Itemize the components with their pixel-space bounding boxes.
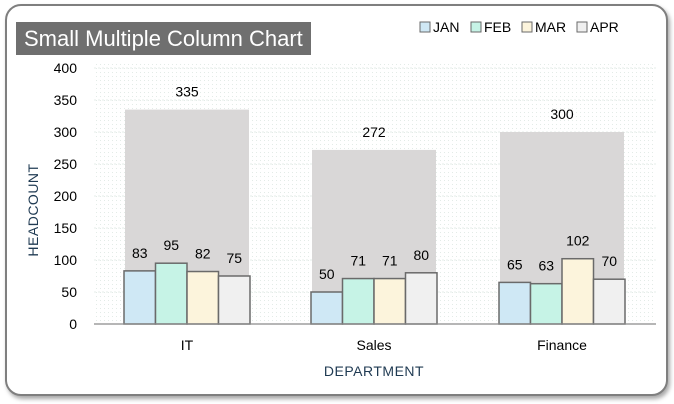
legend-swatch-apr bbox=[576, 21, 588, 33]
legend-label-mar: MAR bbox=[535, 19, 566, 35]
total-label-it: 335 bbox=[175, 84, 199, 100]
bar-it-feb bbox=[154, 262, 188, 325]
x-category-label: IT bbox=[181, 337, 194, 353]
y-tick-label: 250 bbox=[54, 156, 78, 172]
total-label-sales: 272 bbox=[362, 124, 386, 140]
y-tick-label: 200 bbox=[54, 188, 78, 204]
data-label-it-mar: 82 bbox=[195, 246, 211, 262]
x-axis-title: DEPARTMENT bbox=[324, 363, 424, 379]
data-label-sales-jan: 50 bbox=[319, 266, 335, 282]
data-label-it-apr: 75 bbox=[226, 250, 242, 266]
legend-label-feb: FEB bbox=[484, 19, 511, 35]
bar-sales-mar bbox=[373, 277, 407, 325]
y-tick-label: 0 bbox=[69, 316, 77, 332]
data-label-sales-apr: 80 bbox=[413, 247, 429, 263]
y-tick-label: 150 bbox=[54, 220, 78, 236]
bar-sales-feb bbox=[341, 277, 375, 325]
data-label-finance-jan: 65 bbox=[507, 256, 523, 272]
data-label-finance-apr: 70 bbox=[601, 253, 617, 269]
x-category-label: Sales bbox=[356, 337, 391, 353]
data-label-it-feb: 95 bbox=[163, 237, 179, 253]
bar-sales-jan bbox=[310, 291, 344, 325]
chart-title: Small Multiple Column Chart bbox=[16, 22, 311, 55]
y-axis-title: HEADCOUNT bbox=[25, 163, 41, 256]
legend-swatch-mar bbox=[521, 21, 533, 33]
y-tick-label: 350 bbox=[54, 92, 78, 108]
y-tick-label: 100 bbox=[54, 252, 78, 268]
bar-sales-apr bbox=[404, 272, 438, 325]
bar-finance-jan bbox=[498, 281, 532, 325]
data-label-sales-mar: 71 bbox=[382, 253, 398, 269]
bar-it-apr bbox=[217, 275, 251, 325]
legend-swatch-feb bbox=[470, 21, 482, 33]
data-label-finance-mar: 102 bbox=[566, 233, 590, 249]
y-tick-label: 400 bbox=[54, 60, 78, 76]
bar-it-jan bbox=[123, 270, 157, 325]
y-tick-label: 300 bbox=[54, 124, 78, 140]
legend: JAN FEB MAR APR bbox=[419, 19, 619, 35]
x-category-label: Finance bbox=[537, 337, 587, 353]
bar-finance-mar bbox=[561, 257, 595, 325]
data-label-sales-feb: 71 bbox=[350, 253, 366, 269]
bar-finance-feb bbox=[529, 282, 563, 325]
legend-label-jan: JAN bbox=[433, 19, 459, 35]
bar-it-mar bbox=[186, 270, 220, 325]
bar-finance-apr bbox=[592, 278, 626, 325]
y-tick-label: 50 bbox=[61, 284, 77, 300]
data-label-finance-feb: 63 bbox=[538, 258, 554, 274]
total-label-finance: 300 bbox=[550, 106, 574, 122]
legend-swatch-jan bbox=[419, 21, 431, 33]
legend-label-apr: APR bbox=[590, 19, 619, 35]
data-label-it-jan: 83 bbox=[132, 245, 148, 261]
